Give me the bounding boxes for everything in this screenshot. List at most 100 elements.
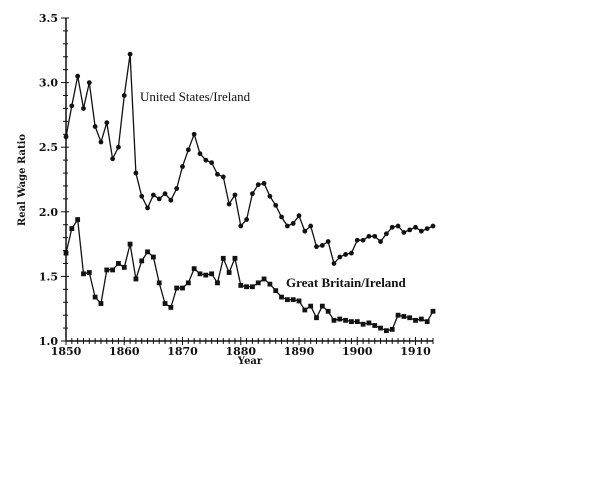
data-point [413,224,418,230]
x-tick-label: 1900 [342,345,373,358]
data-point [86,80,92,85]
data-point [418,228,424,234]
data-point [75,73,81,79]
data-point [244,217,249,222]
data-point [284,297,290,303]
data-point [389,224,395,230]
series-line-1 [65,217,434,332]
data-point [308,303,314,309]
data-point [226,270,232,275]
data-point [127,51,133,57]
data-point [185,280,191,286]
y-tick-label: 1.0 [39,335,58,348]
data-point [261,276,267,282]
data-point [226,201,232,207]
data-point [162,191,168,197]
data-point [337,254,343,260]
data-point [261,180,267,186]
data-point [407,227,413,233]
data-point [156,196,162,202]
data-point [63,250,69,256]
data-point [145,205,150,211]
data-point [389,326,395,332]
data-point [302,307,308,313]
data-point [209,160,215,166]
data-point [244,284,249,290]
data-point [360,321,366,327]
data-point [232,192,238,198]
data-point [279,214,284,220]
data-point [110,156,116,162]
data-point [69,103,75,109]
data-point [279,294,284,300]
data-point [209,271,215,277]
data-point [319,303,325,309]
data-point [273,202,279,208]
data-point [81,106,86,111]
data-point [180,285,185,291]
data-point [69,226,75,231]
data-point [343,252,349,257]
data-point [156,280,162,286]
data-point [98,139,104,145]
ticks: 1850 1860 1870 1880 1890 1900 1910 1.0 1.5 2.0 2.5… [39,12,434,358]
data-point [232,255,238,261]
data-point [215,171,220,177]
data-point [372,323,378,328]
data-point [349,319,354,325]
data-point [296,213,302,219]
y-tick-label: 3.5 [39,12,58,25]
data-point [63,134,69,140]
axes [65,18,433,342]
data-point [267,281,273,287]
data-point [395,312,401,318]
data-point [378,325,383,331]
data-point [139,258,145,264]
data-point [331,317,337,323]
data-point [238,223,244,229]
data-point [174,285,180,291]
data-point [168,197,174,203]
data-point [331,261,337,266]
data-point [191,131,197,137]
data-point [203,157,209,163]
data-point [92,294,98,300]
x-tick-label: 1860 [109,345,140,358]
y-tick-label: 2.5 [39,141,58,154]
data-point [308,223,314,229]
data-point [162,301,168,306]
data-point [121,93,127,98]
data-point [139,193,145,199]
x-tick-label: 1910 [400,345,431,358]
y-tick-label: 3.0 [39,77,58,90]
data-point [354,237,360,243]
data-point [104,120,110,126]
data-point [325,308,331,314]
data-point [383,328,389,334]
data-point [424,226,430,231]
data-point [284,223,290,229]
data-point [174,186,180,191]
data-point [413,317,418,323]
data-point [325,239,331,244]
data-point [127,241,133,247]
series-label-gb-ireland: Great Britain/Ireland [286,275,407,290]
data-point [150,192,156,198]
data-point [372,233,378,239]
data-point [110,267,116,273]
data-point [314,244,319,250]
y-tick-label: 1.5 [39,270,58,283]
y-tick-label: 2.0 [39,206,58,219]
data-point [407,315,413,321]
data-point [337,316,343,322]
data-point [81,271,86,277]
x-tick-label: 1850 [51,345,82,358]
data-point [290,221,296,226]
x-tick-label: 1890 [284,345,315,358]
x-tick-label: 1880 [225,345,256,358]
data-point [92,124,98,129]
y-axis-title: Real Wage Ratio [17,134,28,227]
data-point [349,250,354,256]
data-point [238,283,244,288]
x-axis-title: Year [237,356,263,367]
